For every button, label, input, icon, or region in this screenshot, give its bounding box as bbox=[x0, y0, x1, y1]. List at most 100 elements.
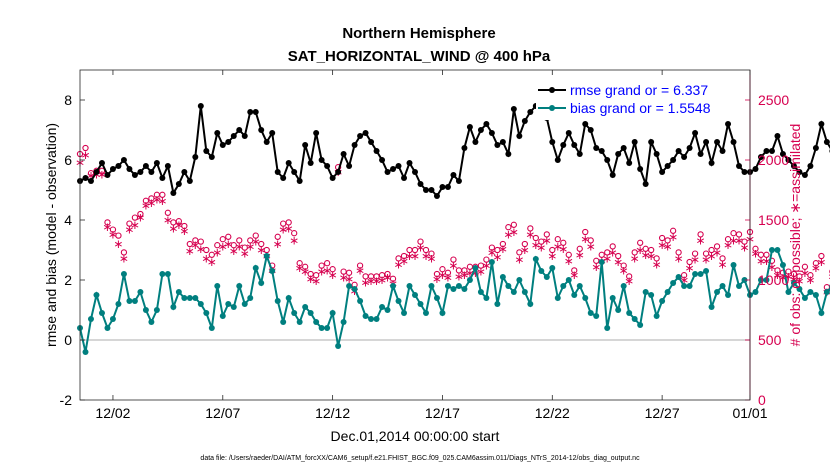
obs-assimilated-marker: ∗ bbox=[652, 257, 662, 271]
rmse-point bbox=[296, 178, 303, 184]
rmse-point bbox=[455, 178, 462, 184]
bias-point bbox=[346, 283, 353, 289]
obs-assimilated-marker: ∗ bbox=[558, 242, 568, 256]
obs-assimilated-marker: ∗ bbox=[492, 250, 502, 264]
y2-tick-label: 1500 bbox=[758, 212, 789, 228]
rmse-point bbox=[126, 166, 133, 172]
obs-assimilated-marker: ∗ bbox=[289, 233, 299, 247]
bias-point bbox=[593, 313, 600, 319]
obs-possible-marker bbox=[395, 255, 402, 262]
bias-point bbox=[175, 289, 182, 295]
obs-assimilated-marker: ∗ bbox=[514, 253, 524, 267]
obs-possible-marker bbox=[615, 252, 622, 260]
rmse-point bbox=[98, 160, 105, 166]
bias-point bbox=[263, 253, 270, 259]
bias-point bbox=[395, 298, 402, 304]
bias-point bbox=[219, 313, 226, 319]
bias-point bbox=[384, 307, 391, 313]
plot-frame bbox=[79, 69, 751, 401]
obs-possible-marker bbox=[389, 275, 397, 282]
obs-possible-marker bbox=[214, 242, 221, 249]
rmse-point bbox=[576, 151, 583, 157]
obs-possible-marker bbox=[225, 233, 232, 240]
rmse-point bbox=[247, 109, 254, 115]
rmse-point bbox=[137, 169, 144, 175]
bias-point bbox=[604, 325, 611, 331]
bias-point bbox=[768, 247, 775, 253]
obs-assimilated-marker: ∗ bbox=[278, 223, 288, 237]
obs-assimilated-marker: ∗ bbox=[212, 245, 222, 259]
obs-assimilated-marker: ∗ bbox=[130, 218, 140, 232]
obs-possible-marker bbox=[593, 257, 600, 264]
obs-assimilated-marker: ∗ bbox=[685, 261, 695, 275]
obs-assimilated-marker: ∗ bbox=[383, 271, 393, 285]
obs-possible-marker bbox=[148, 195, 155, 202]
obs-assimilated-marker: ∗ bbox=[608, 245, 618, 259]
rmse-point bbox=[120, 157, 127, 163]
obs-assimilated-marker: ∗ bbox=[619, 263, 629, 277]
obs-possible-marker bbox=[291, 230, 298, 237]
obs-possible-marker bbox=[164, 209, 172, 216]
rmse-point bbox=[697, 151, 704, 157]
bias-point bbox=[340, 319, 347, 325]
obs-possible-marker bbox=[686, 258, 693, 266]
rmse-point bbox=[675, 148, 682, 154]
bias-point bbox=[258, 280, 265, 286]
obs-possible-marker bbox=[417, 238, 424, 245]
obs-assimilated-marker: ∗ bbox=[586, 239, 596, 253]
rmse-point bbox=[708, 160, 715, 166]
bias-point bbox=[280, 319, 287, 325]
bias-point bbox=[653, 313, 660, 319]
rmse-point bbox=[439, 184, 446, 190]
obs-assimilated-marker: ∗ bbox=[311, 274, 321, 288]
rmse-point bbox=[444, 184, 451, 190]
obs-possible-marker bbox=[247, 237, 254, 244]
obs-assimilated-marker: ∗ bbox=[80, 148, 90, 162]
obs-possible-marker bbox=[285, 219, 292, 226]
bias-point bbox=[554, 295, 561, 301]
bias-point bbox=[505, 283, 512, 289]
obs-assimilated-marker: ∗ bbox=[163, 213, 173, 227]
obs-assimilated-marker: ∗ bbox=[624, 274, 634, 288]
obs-possible-marker bbox=[450, 256, 457, 263]
rmse-point bbox=[719, 148, 726, 154]
obs-possible-marker bbox=[637, 239, 644, 246]
rmse-point bbox=[109, 166, 116, 172]
obs-assimilated-marker: ∗ bbox=[328, 268, 338, 282]
obs-possible-marker bbox=[422, 246, 430, 254]
rmse-point bbox=[670, 157, 677, 163]
bias-point bbox=[302, 304, 309, 310]
bias-point bbox=[373, 316, 380, 322]
bias-point bbox=[291, 310, 298, 316]
bias-point bbox=[730, 262, 737, 268]
bias-point bbox=[98, 310, 105, 316]
obs-possible-marker bbox=[384, 270, 391, 278]
rmse-point bbox=[346, 163, 353, 169]
rmse-point bbox=[203, 148, 210, 154]
rmse-point bbox=[362, 130, 369, 136]
obs-assimilated-marker: ∗ bbox=[245, 239, 255, 253]
obs-assimilated-marker: ∗ bbox=[580, 232, 590, 246]
obs-assimilated-marker: ∗ bbox=[690, 253, 700, 267]
obs-possible-marker bbox=[499, 240, 507, 248]
obs-assimilated-marker: ∗ bbox=[361, 275, 371, 289]
bias-point bbox=[532, 256, 539, 262]
bias-point bbox=[109, 316, 116, 322]
obs-assimilated-marker: ∗ bbox=[295, 261, 305, 275]
bias-point bbox=[757, 277, 764, 283]
obs-assimilated-marker: ∗ bbox=[503, 227, 513, 241]
x-tick-label: 12/27 bbox=[645, 405, 680, 421]
x-tick-label: 12/17 bbox=[425, 405, 460, 421]
legend: rmse grand or = 6.337 bias grand or = 1.… bbox=[536, 78, 738, 120]
obs-possible-marker bbox=[735, 231, 743, 238]
rmse-point bbox=[510, 106, 517, 112]
obs-possible-marker bbox=[159, 191, 166, 198]
rmse-line bbox=[79, 101, 830, 198]
obs-assimilated-marker: ∗ bbox=[448, 259, 458, 273]
rmse-point bbox=[648, 139, 655, 145]
obs-possible-marker bbox=[312, 272, 320, 279]
bias-point bbox=[285, 295, 292, 301]
obs-assimilated-marker: ∗ bbox=[569, 268, 579, 282]
obs-possible-marker bbox=[576, 245, 583, 252]
rmse-point bbox=[642, 181, 649, 187]
